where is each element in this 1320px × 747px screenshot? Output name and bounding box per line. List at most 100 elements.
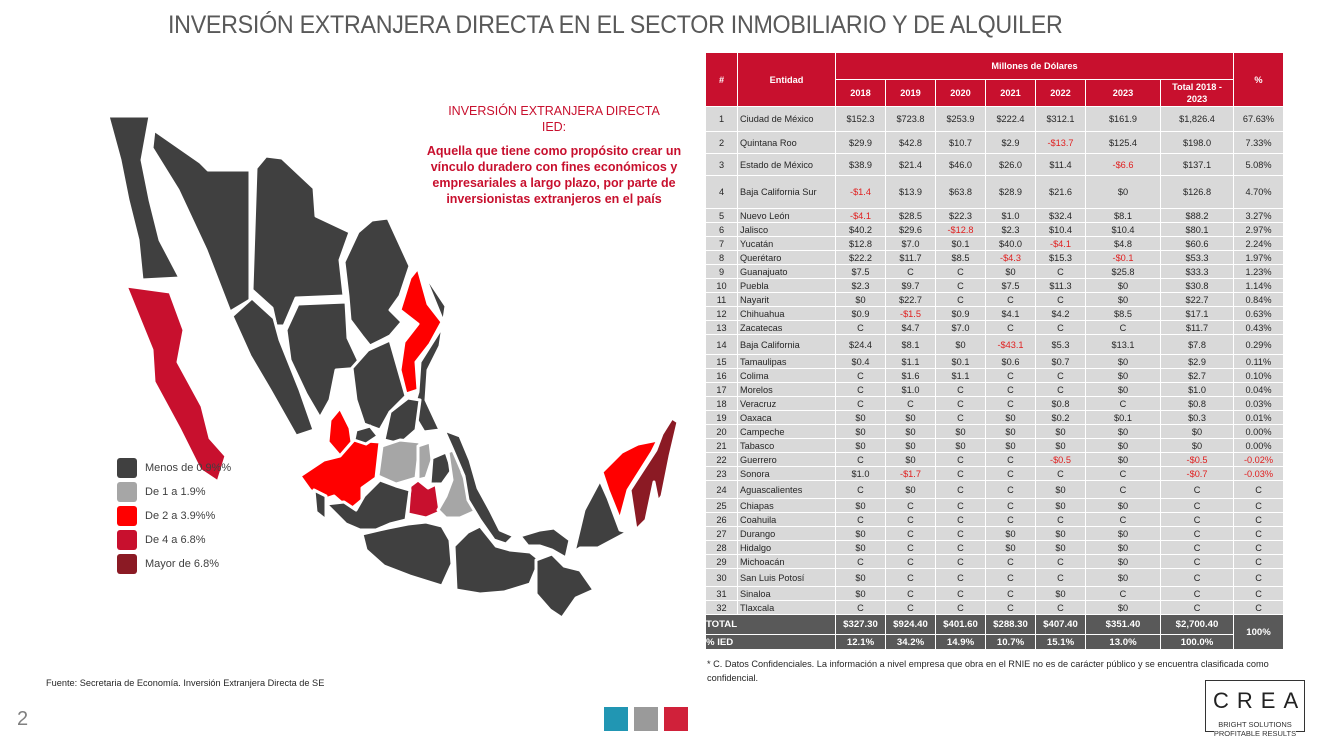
row-value-2019: C [885, 568, 936, 587]
row-value-2022: $11.3 [1035, 278, 1086, 293]
ied-pct-2023: 13.0% [1085, 634, 1161, 650]
table-row: 25 Chiapas $0 C C C $0 $0 C C [705, 498, 1285, 513]
row-total: C [1159, 554, 1235, 569]
row-value-2023: $0 [1085, 498, 1161, 513]
row-value-2020: $0.9 [935, 306, 986, 321]
row-entity: Nuevo León [737, 208, 836, 223]
row-entity: Guerrero [737, 452, 836, 467]
row-value-2023: $25.8 [1085, 264, 1161, 279]
table-row: 4 Baja California Sur -$1.4 $13.9 $63.8 $28.9… [705, 175, 1285, 209]
row-pct: 4.70% [1233, 175, 1285, 209]
row-number: 1 [705, 106, 738, 132]
total-2020: $401.60 [935, 614, 986, 635]
state-baja-california-sur [124, 284, 228, 484]
row-value-2019: $28.5 [885, 208, 936, 223]
row-value-2018: $40.2 [835, 222, 886, 237]
row-total: C [1159, 512, 1235, 527]
row-value-2019: $0 [885, 410, 936, 425]
row-pct: 0.84% [1233, 292, 1285, 307]
row-value-2020: C [935, 292, 986, 307]
row-entity: Estado de México [737, 153, 836, 176]
header-year-2023: 2023 [1085, 79, 1161, 107]
row-total: $7.8 [1159, 334, 1235, 355]
row-value-2023: $4.8 [1085, 236, 1161, 251]
row-value-2021: C [985, 600, 1036, 615]
table-row: 32 Tlaxcala C C C C C $0 C C [705, 600, 1285, 615]
table-row: 30 San Luis Potosí $0 C C C C $0 C C [705, 568, 1285, 587]
row-pct: 67.63% [1233, 106, 1285, 132]
row-total: $0 [1159, 438, 1235, 453]
row-value-2023: $0 [1085, 368, 1161, 383]
row-value-2023: $125.4 [1085, 131, 1161, 154]
row-number: 2 [705, 131, 738, 154]
row-value-2019: $21.4 [885, 153, 936, 176]
row-value-2021: $2.3 [985, 222, 1036, 237]
row-pct: 0.11% [1233, 354, 1285, 369]
row-number: 11 [705, 292, 738, 307]
row-number: 17 [705, 382, 738, 397]
state-tabasco [518, 526, 572, 560]
header-total: Total 2018 - 2023 [1159, 79, 1235, 107]
row-value-2022: $10.4 [1035, 222, 1086, 237]
row-total: $30.8 [1159, 278, 1235, 293]
row-value-2021: $4.1 [985, 306, 1036, 321]
row-value-2019: C [885, 264, 936, 279]
row-value-2018: C [835, 396, 886, 411]
row-value-2021: $40.0 [985, 236, 1036, 251]
row-value-2022: $32.4 [1035, 208, 1086, 223]
total-2022: $407.40 [1035, 614, 1086, 635]
row-value-2023: C [1085, 466, 1161, 481]
row-entity: Baja California Sur [737, 175, 836, 209]
ied-pct-label: % IED [705, 634, 836, 650]
legend-label: De 1 a 1.9% [145, 486, 206, 498]
row-total: $1.0 [1159, 382, 1235, 397]
row-pct: C [1233, 512, 1285, 527]
table-row: 29 Michoacán C C C C C $0 C C [705, 554, 1285, 569]
legend-label: De 2 a 3.9%% [145, 510, 216, 522]
legend-item: De 4 a 6.8% [117, 528, 231, 552]
row-value-2020: $0 [935, 438, 986, 453]
row-value-2022: $0 [1035, 526, 1086, 541]
table-row: 23 Sonora $1.0 -$1.7 C C C C -$0.7 -0.03% [705, 466, 1285, 481]
row-pct: 2.97% [1233, 222, 1285, 237]
row-value-2022: $312.1 [1035, 106, 1086, 132]
row-value-2020: $7.0 [935, 320, 986, 335]
row-value-2019: -$1.5 [885, 306, 936, 321]
row-number: 23 [705, 466, 738, 481]
row-value-2019: $22.7 [885, 292, 936, 307]
row-pct: 0.29% [1233, 334, 1285, 355]
row-value-2021: $0 [985, 540, 1036, 555]
row-number: 8 [705, 250, 738, 265]
row-number: 13 [705, 320, 738, 335]
row-pct: 1.23% [1233, 264, 1285, 279]
logo-tagline-2: PROFITABLE RESULTS [1213, 729, 1297, 738]
row-value-2022: -$4.1 [1035, 236, 1086, 251]
row-value-2019: C [885, 498, 936, 513]
row-value-2020: C [935, 480, 986, 499]
row-pct: 0.04% [1233, 382, 1285, 397]
row-value-2018: $1.0 [835, 466, 886, 481]
row-value-2023: $0.1 [1085, 410, 1161, 425]
table-row: 11 Nayarit $0 $22.7 C C C $0 $22.7 0.84% [705, 292, 1285, 307]
row-value-2020: C [935, 264, 986, 279]
row-entity: Puebla [737, 278, 836, 293]
legend-swatch [117, 458, 137, 478]
row-entity: Zacatecas [737, 320, 836, 335]
row-value-2022: $4.2 [1035, 306, 1086, 321]
row-value-2023: $0 [1085, 452, 1161, 467]
row-value-2018: C [835, 480, 886, 499]
row-total: -$0.5 [1159, 452, 1235, 467]
row-value-2023: $8.5 [1085, 306, 1161, 321]
row-value-2018: C [835, 512, 886, 527]
legend-item: De 1 a 1.9% [117, 480, 231, 504]
row-pct: C [1233, 568, 1285, 587]
row-pct: 7.33% [1233, 131, 1285, 154]
table-row: 7 Yucatán $12.8 $7.0 $0.1 $40.0 -$4.1 $4.8 $60.6… [705, 236, 1285, 251]
row-entity: Veracruz [737, 396, 836, 411]
row-entity: Querétaro [737, 250, 836, 265]
table-row: 5 Nuevo León -$4.1 $28.5 $22.3 $1.0 $32.4 $8.1 $… [705, 208, 1285, 223]
row-value-2018: -$1.4 [835, 175, 886, 209]
table-row: 22 Guerrero C $0 C C -$0.5 $0 -$0.5 -0.02% [705, 452, 1285, 467]
table-row: 10 Puebla $2.3 $9.7 C $7.5 $11.3 $0 $30.8 1.14% [705, 278, 1285, 293]
row-value-2021: $2.9 [985, 131, 1036, 154]
